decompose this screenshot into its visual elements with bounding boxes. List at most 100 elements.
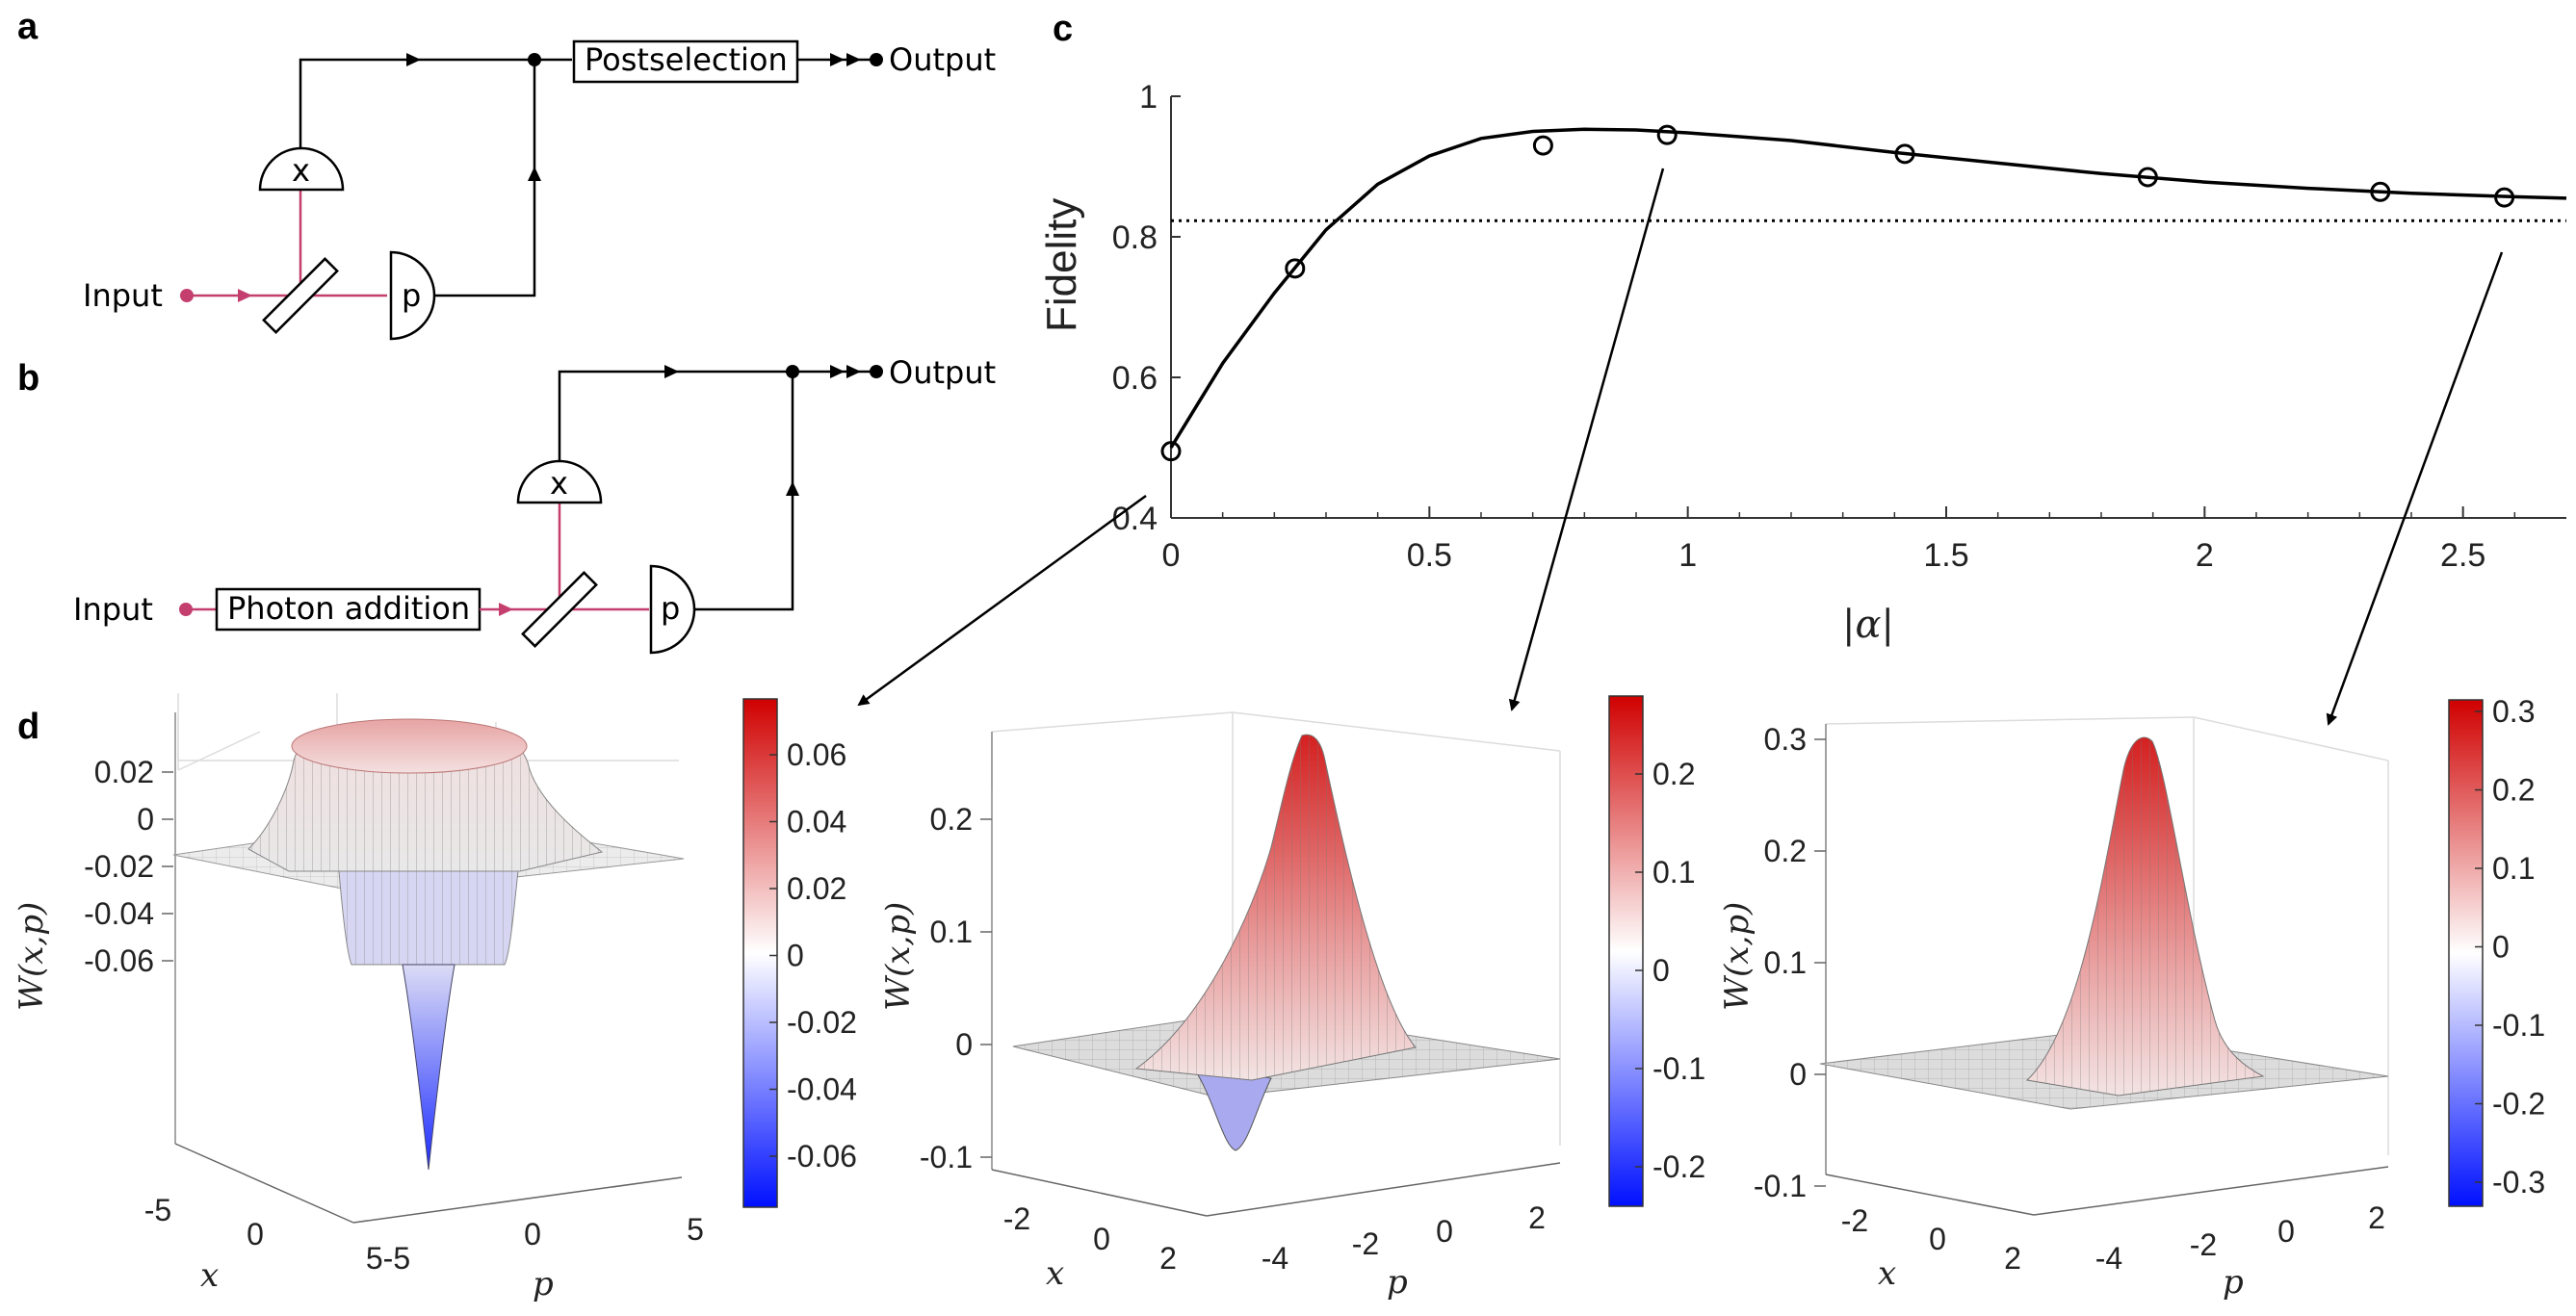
experiment-point	[1285, 258, 1306, 279]
z-tick-label: -0.1	[920, 1140, 973, 1174]
x-axis	[991, 1169, 1208, 1217]
p-axis-title: p	[533, 1265, 554, 1303]
connector-arrow-3	[2326, 251, 2504, 726]
p-tick-label: -4	[1262, 1241, 1288, 1276]
colorbar-tick-label: 0.2	[1652, 757, 1695, 791]
x-axis-title: x	[1046, 1254, 1064, 1293]
colorbar-tick-label: 0.02	[787, 871, 846, 906]
colorbar-tick-label: 0	[1652, 953, 1670, 988]
experiment-point	[1894, 143, 1915, 165]
p-detector-icon	[389, 250, 436, 341]
arrow-icon	[846, 365, 861, 378]
z-tick-label: -0.06	[84, 943, 154, 978]
postselection-box	[572, 39, 799, 84]
p-tick-label: 0	[2277, 1214, 2295, 1249]
diagram-b-x-label: x	[550, 465, 568, 502]
x-axis	[1825, 1174, 2035, 1216]
experiment-point	[2494, 187, 2515, 208]
z-tick-label: 0	[955, 1027, 973, 1062]
x-tick-label: 0	[247, 1217, 264, 1251]
colorbar-tick-label: 0.1	[2492, 851, 2535, 886]
x-tick-label: 2	[2004, 1241, 2021, 1276]
colorbar-tick-label: 0.2	[2492, 773, 2535, 808]
arrow-icon	[830, 365, 845, 378]
x-tick-label: -2	[1003, 1201, 1030, 1236]
z-tick-label: 0	[1789, 1057, 1807, 1092]
arrow-icon	[406, 53, 421, 66]
p-tick-label: 0	[1436, 1214, 1453, 1249]
z-axis-title: W(x,p)	[13, 902, 51, 1011]
z-tick-label: -0.02	[84, 849, 154, 884]
p-tick-label: 0	[524, 1217, 541, 1251]
y-tick-label: 0.4	[1112, 501, 1158, 537]
x-tick-label: 2.5	[2440, 537, 2485, 574]
z-tick-label: 0	[137, 802, 154, 837]
x-axis-title: |α|	[1842, 603, 1894, 647]
p-tick-label: -2	[2190, 1227, 2217, 1262]
colorbar	[2448, 699, 2484, 1207]
beam-arrow-icon	[238, 289, 252, 302]
diagram-b-p-label: p	[661, 590, 680, 627]
x-axis-title: x	[200, 1256, 219, 1295]
connector-arrow-1	[857, 494, 1147, 707]
p-tick-label: 2	[1528, 1200, 1546, 1235]
surface-spike	[402, 964, 455, 1171]
wigner-plot-3: 0.3 0.2 0.1 0 -0.1 -2 0 2 -4 -2 0 2 W(x,p) x p 0.3…	[1718, 694, 2545, 1302]
wigner-plot-1: 0.02 0 -0.02 -0.04 -0.06 -5 0 0 5 5-5 W(x,p) x p…	[13, 693, 857, 1303]
output-dot	[870, 53, 883, 66]
beam-arrow-icon	[499, 603, 513, 616]
signal-line-p	[434, 60, 536, 297]
diagram-a-x-label: x	[292, 152, 310, 189]
panel-label-d: d	[17, 707, 39, 747]
y-tick-label: 0.6	[1112, 360, 1158, 397]
p-axis-title: p	[2223, 1263, 2244, 1302]
x-tick-label: 0	[1093, 1222, 1110, 1256]
diagram-a-input-label: Input	[83, 277, 163, 314]
signal-line-x	[558, 370, 874, 462]
x-tick-label: 0.5	[1407, 537, 1452, 574]
signal-line-x	[299, 58, 572, 149]
z-axis-title: W(x,p)	[879, 902, 918, 1011]
beam-splitter-icon	[262, 257, 339, 334]
y-tick-label: 0.8	[1112, 219, 1158, 256]
p-tick-label: -4	[2095, 1241, 2122, 1276]
x-tick-label: 2	[2196, 537, 2214, 574]
arrow-icon	[846, 53, 861, 66]
p-axis	[1206, 1162, 1561, 1217]
colorbar-tick-label: -0.04	[787, 1072, 857, 1107]
z-tick-label: 0.2	[1764, 834, 1807, 868]
panel-label-a: a	[17, 7, 39, 47]
diagram-b-input-label: Input	[73, 591, 153, 628]
x-tick-label: -2	[1841, 1203, 1868, 1238]
panel-label-c: c	[1053, 9, 1073, 49]
p-axis	[352, 1176, 683, 1224]
x-tick-label: 0	[1929, 1222, 1946, 1256]
z-tick-label: 0.1	[930, 915, 973, 949]
colorbar-tick-label: 0	[787, 939, 804, 973]
diagram-a: Input x p Postselection Output	[83, 39, 996, 341]
theory-line	[1169, 127, 2567, 449]
y-tick-label: 1	[1139, 79, 1158, 116]
arrow-icon	[664, 365, 679, 378]
p-tick-label: -2	[1352, 1226, 1379, 1261]
diagram-a-postselection-label: Postselection	[585, 41, 788, 78]
panel-label-b: b	[17, 358, 39, 399]
colorbar	[1608, 695, 1644, 1207]
colorbar-tick-label: 0.06	[787, 737, 846, 772]
z-tick-label: 0.3	[1764, 722, 1807, 757]
z-axis-title: W(x,p)	[1718, 902, 1756, 1011]
colorbar-tick-label: -0.1	[2492, 1008, 2545, 1043]
junction-dot	[786, 365, 799, 378]
colorbar-tick-label: -0.2	[1652, 1149, 1705, 1184]
z-tick-label: 0.02	[94, 755, 154, 789]
x-axis-title: x	[1878, 1254, 1896, 1293]
experiment-point	[2137, 167, 2158, 188]
diagram-b: Input Photon addition x p Output	[73, 354, 996, 655]
wigner-plot-2: 0.2 0.1 0 -0.1 -2 0 2 -4 -2 0 2 W(x,p) x p 0.2 0.1…	[879, 695, 1705, 1302]
colorbar-tick-label: -0.06	[787, 1139, 857, 1174]
arrow-icon	[786, 481, 799, 496]
colorbar	[742, 698, 778, 1208]
colorbar-tick-label: 0.04	[787, 805, 846, 839]
colorbar-tick-label: -0.1	[1652, 1051, 1705, 1086]
